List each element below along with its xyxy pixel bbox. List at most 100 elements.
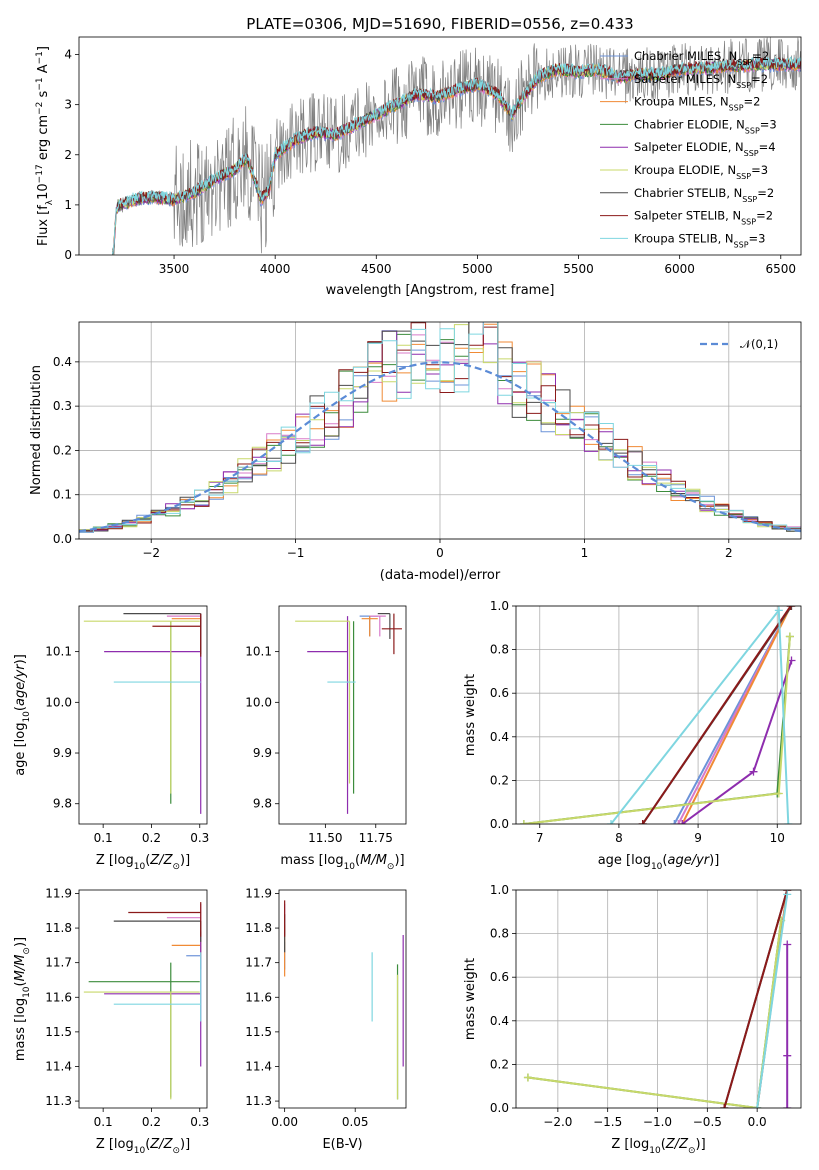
gaussian-curve [79, 361, 801, 533]
spectrum-ylabel-part: s [36, 90, 51, 101]
legend-entry: Salpeter MILES, NSSP=2 [634, 72, 768, 90]
y-tick-label: 1 [64, 198, 72, 212]
ylabel-mass_vs_Z-part: ( [13, 981, 28, 986]
y-tick-label: 10.0 [245, 695, 272, 709]
ticks-mass_vs_Z: 0.1 0.2 0.3 11.3 11.4 11.5 11.6 11.7 11.8 11.9 [45, 886, 209, 1129]
xlabel-age_vs_mass-part: ⊙ [387, 862, 395, 872]
y-tick-label: 9.9 [253, 746, 272, 760]
ylabel-mass_vs_Z-part: 10 [22, 986, 32, 998]
x-tick-label: 5000 [462, 262, 493, 276]
y-tick-label: 0 [64, 248, 72, 262]
xlabel-weight_vs_age-part: age [log [598, 853, 651, 868]
x-tick-label: 0.05 [342, 1115, 369, 1129]
legend-sub: SSP [736, 172, 751, 181]
axes-frame-residual_hist [78, 321, 802, 540]
xlabel-age_vs_Z-part: Z/Z [149, 853, 173, 868]
plot-area-spectrum [111, 37, 801, 255]
xlabel-mass_vs_Z-part: )] [180, 1137, 190, 1152]
x-tick-label: 5500 [563, 262, 594, 276]
weight-marker [783, 890, 792, 899]
xlabel-age_vs_mass: mass [log10(M/M⊙)] [280, 853, 404, 872]
legend-entry: Chabrier MILES, NSSP=2 [634, 49, 769, 67]
legend-text: Chabrier MILES, N [634, 49, 737, 63]
weight-marker [785, 632, 794, 641]
x-tick-label: 0.0 [748, 1115, 767, 1129]
x-tick-label: 0.2 [142, 831, 161, 845]
y-tick-label: 3 [64, 98, 72, 112]
y-tick-label: 11.3 [45, 1094, 72, 1108]
x-tick-label: 9 [694, 831, 702, 845]
xlabel-age_vs_mass-part: mass [log [280, 853, 343, 868]
legend-text: Kroupa ELODIE, N [634, 163, 736, 177]
weight-marker [774, 606, 783, 615]
plot-area-mass_vs_ebv [284, 900, 404, 1100]
x-tick-label: 0 [436, 546, 444, 560]
grid-weight_vs_Z [516, 889, 801, 1109]
xlabel-weight_vs_Z-part: Z [log [611, 1137, 649, 1152]
histogram-xlabel-part: (data-model)/error [380, 568, 501, 583]
y-tick-label: 0.6 [490, 686, 509, 700]
y-tick-label: 10.1 [45, 645, 72, 659]
axes-age_vs_Z: 0.1 0.2 0.39.89.910.010.1Z [log10(Z/Z⊙)]ag… [13, 605, 209, 872]
xlabel-weight_vs_Z-part: ⊙ [688, 1146, 696, 1156]
xlabel-age_vs_mass-part: )] [394, 853, 404, 868]
legend-entry: Chabrier STELIB, NSSP=2 [634, 186, 774, 204]
xlabel-mass_vs_Z-part: ( [145, 1137, 150, 1152]
plot-area-age_vs_mass [295, 613, 402, 814]
xlabel-mass_vs_ebv: E(B-V) [322, 1137, 362, 1152]
y-tick-label: 2 [64, 148, 72, 162]
ylabel-age_vs_Z-part: ( [13, 706, 28, 711]
legend-num: =3 [751, 163, 768, 177]
x-tick-label: 6500 [766, 262, 797, 276]
y-tick-label: 4 [64, 48, 72, 62]
weight-marker [787, 606, 796, 610]
spectrum-xlabel-part: wavelength [Angstrom, rest frame] [326, 283, 555, 298]
weight-marker [523, 1073, 532, 1082]
xlabel-mass_vs_Z-part: 10 [134, 1146, 146, 1156]
ylabel-age_vs_Z-part: age [log [13, 723, 28, 776]
legend-num: =2 [751, 72, 768, 86]
ticks-weight_vs_Z: −2.0 −1.5 −1.0 −0.5 0.0 0.0 0.2 0.4 0.6 0.8 1.0 [490, 883, 767, 1129]
y-tick-label: 11.9 [245, 886, 272, 900]
weight-marker [784, 820, 793, 824]
xlabel-age_vs_Z-part: 10 [134, 862, 146, 872]
plot-area-residual_hist [79, 322, 801, 533]
weight-marker [674, 820, 683, 824]
xlabel-age_vs_mass-part: M/M [360, 853, 387, 868]
legend-sub: SSP [734, 240, 749, 249]
y-tick-label: 0.4 [490, 1014, 509, 1028]
plot-area-mass_vs_Z [83, 902, 202, 1100]
x-tick-label: −0.5 [693, 1115, 722, 1129]
axes-frame-age_vs_Z [78, 605, 208, 825]
spectrum-ylabel-part: λ [45, 199, 55, 205]
spectrum-model-line [111, 56, 801, 255]
legend-text: Kroupa MILES, N [634, 95, 729, 109]
axes-weight_vs_Z: −2.0 −1.5 −1.0 −0.5 0.0 0.0 0.2 0.4 0.6 0.8 1.0 Z [… [463, 883, 802, 1156]
xlabel-weight_vs_Z-part: )] [696, 1137, 706, 1152]
x-tick-label: −1.0 [643, 1115, 672, 1129]
axes-frame-age_vs_mass [278, 605, 407, 825]
y-tick-label: 0.0 [53, 532, 72, 546]
y-tick-label: 0.2 [490, 773, 509, 787]
plot-area-age_vs_Z [83, 613, 202, 814]
legend-sub: SSP [741, 217, 756, 226]
ylabel-mass_vs_Z-part: mass [log [13, 998, 28, 1061]
histogram-xlabel: (data-model)/error [380, 568, 501, 583]
y-tick-label: 0.2 [490, 1057, 509, 1071]
xlabel-age_vs_Z-part: ( [145, 853, 150, 868]
y-tick-label: 10.1 [245, 645, 272, 659]
ylabel-mass_vs_Z-part: M/M [13, 955, 28, 982]
x-tick-label: 0.1 [94, 831, 113, 845]
xlabel-age_vs_Z-part: ⊙ [172, 862, 180, 872]
xlabel-mass_vs_Z-part: Z/Z [149, 1137, 173, 1152]
ylabel-weight_vs_age-part: mass weight [463, 674, 478, 756]
xlabel-weight_vs_age-part: 10 [651, 862, 663, 872]
y-tick-label: 9.8 [253, 797, 272, 811]
ylabel-age_vs_Z-part: age/yr [13, 663, 28, 706]
legend-sub: SSP [729, 103, 744, 112]
weight-marker [774, 789, 783, 798]
legend-sub: SSP [737, 58, 752, 67]
x-tick-label: −1 [287, 546, 305, 560]
x-tick-label: 0.3 [190, 1115, 209, 1129]
